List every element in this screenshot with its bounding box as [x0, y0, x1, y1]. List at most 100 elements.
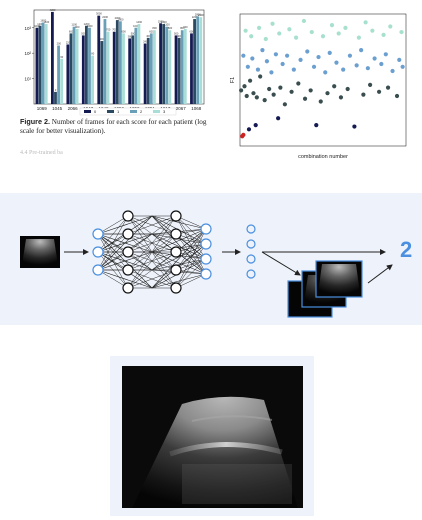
bar-value-label: 2600 — [198, 13, 204, 17]
scatter-point — [285, 53, 290, 58]
bar — [153, 30, 156, 105]
bar — [146, 37, 150, 104]
scatter-point — [270, 21, 275, 26]
bar-value-label: 2200 — [192, 15, 198, 19]
scatter-point — [314, 123, 319, 128]
scatter-point — [388, 24, 393, 29]
scatter-point — [359, 48, 364, 53]
y-tick-label: 10² — [24, 51, 31, 56]
scatter-point — [260, 48, 265, 53]
lung-ultrasound-image — [122, 366, 303, 508]
bar-value-label: 80 — [91, 52, 94, 56]
scatter-point — [323, 70, 328, 75]
scatter-point — [381, 32, 386, 37]
bar-value-label: 60 — [60, 55, 63, 59]
bar-value-label: 1200 — [84, 22, 90, 26]
f1-scatter-plot: combination number F1 — [228, 4, 412, 162]
bar-value-label: 380 — [128, 34, 133, 38]
bar — [57, 45, 60, 104]
bar — [165, 26, 169, 104]
x-tick-label: 1045 — [52, 106, 63, 111]
scatter-point — [309, 29, 314, 35]
scatter-point — [311, 64, 317, 69]
bar — [88, 27, 91, 105]
scatter-point — [254, 95, 259, 100]
model-pipeline-diagram: 2 — [0, 193, 422, 325]
scatter-point — [249, 34, 254, 39]
network-node — [200, 223, 212, 235]
scatter-point — [243, 28, 248, 33]
scatter-point — [302, 96, 308, 101]
bar-value-label: 1100 — [71, 23, 77, 27]
bar-value-label: 800 — [180, 26, 185, 30]
bar-value-label: 2800 — [195, 12, 201, 16]
scatter-point — [356, 35, 361, 40]
scatter-point — [379, 61, 384, 67]
scatter-point — [394, 93, 400, 99]
stacked-frames-icon — [287, 260, 363, 318]
bar — [162, 24, 166, 104]
bar-value-label: 900 — [75, 25, 80, 29]
scatter-point — [368, 82, 373, 87]
scatter-point — [343, 25, 348, 30]
bar-value-label: 1000 — [133, 24, 139, 28]
legend-swatch — [153, 110, 160, 113]
bar-value-label: 400 — [146, 34, 151, 38]
bar-value-label: 800 — [152, 26, 157, 30]
bar-value-label: 400 — [177, 34, 182, 38]
scatter-point — [253, 123, 258, 128]
scatter-point — [291, 67, 296, 72]
scatter-point — [289, 89, 294, 94]
network-node — [92, 246, 104, 258]
scatter-point — [334, 60, 339, 65]
bar-value-label: 1100 — [164, 23, 170, 27]
scatter-point — [305, 49, 310, 54]
scatter-point — [250, 56, 255, 61]
scatter-point — [278, 85, 283, 90]
bar — [91, 55, 94, 104]
scatter-point — [385, 85, 391, 90]
scatter-point — [241, 132, 246, 137]
x-tick-label: 1068 — [191, 106, 202, 111]
bar-value-label: 1600 — [40, 19, 46, 23]
frames-per-score-bar-chart: 10¹ 10² 10³ 1000 1200 1600 1400 1069 4200 3 200 60 1… — [18, 6, 214, 166]
bar-value-label: 600 — [149, 29, 154, 33]
network-node — [170, 228, 182, 240]
scatter-point — [246, 127, 252, 132]
scatter-point — [241, 53, 246, 58]
y-axis-label: F1 — [230, 77, 236, 83]
scatter-point — [316, 54, 321, 60]
frames-to-score-arrow — [367, 264, 393, 284]
scatter-point — [264, 59, 270, 64]
network-node — [170, 246, 182, 258]
bar — [54, 91, 57, 104]
scatter-point — [361, 92, 366, 97]
bar — [134, 27, 138, 105]
network-node — [170, 282, 182, 294]
network-node — [170, 210, 182, 222]
bar — [103, 19, 107, 104]
bar-value-label: 600 — [69, 29, 74, 33]
scatter-point — [345, 86, 350, 92]
scatter-point — [256, 25, 262, 30]
network-node — [122, 246, 134, 258]
bar-legend: 0 1 2 3 — [79, 107, 177, 116]
network-node — [200, 238, 212, 250]
bar — [112, 31, 116, 104]
scatter-plot-frame — [239, 13, 407, 147]
bar — [97, 15, 101, 105]
scatter-point — [271, 92, 276, 97]
scatter-point — [239, 88, 244, 93]
predicted-score: 2 — [400, 237, 413, 262]
legend-entry: 1 — [117, 109, 120, 114]
bar-value-label: 1400 — [43, 20, 49, 24]
scatter-point — [269, 70, 274, 75]
scatter-point — [400, 64, 405, 69]
scatter-point — [277, 31, 282, 36]
scatter-point — [287, 27, 292, 32]
x-tick-label: 2067 — [176, 106, 187, 111]
feature-vector-icon — [246, 224, 256, 279]
scatter-point — [282, 102, 287, 107]
scatter-point — [320, 34, 326, 39]
section-heading-fragment: 4.4 Pre-trained ba — [20, 150, 63, 156]
